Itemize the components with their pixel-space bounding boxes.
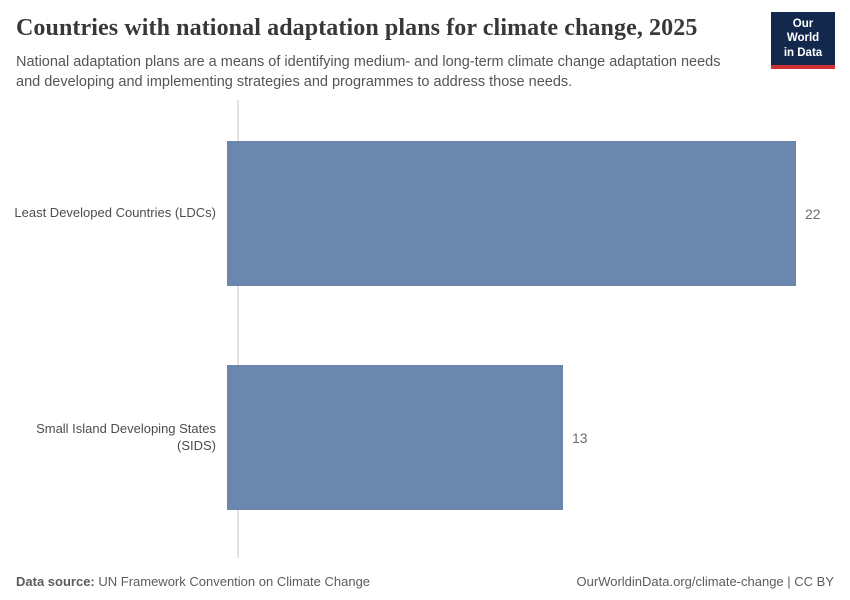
bar-sids[interactable] <box>227 365 563 510</box>
owid-logo-line1: Our World <box>786 18 820 45</box>
chart-header: Countries with national adaptation plans… <box>16 14 760 92</box>
data-source-note: Data source: UN Framework Convention on … <box>16 574 370 589</box>
bar-ldcs[interactable] <box>227 141 796 286</box>
value-label-sids: 13 <box>572 429 588 446</box>
data-source-text: UN Framework Convention on Climate Chang… <box>94 574 371 589</box>
owid-logo: Our World in Data <box>771 12 835 70</box>
y-axis-line <box>237 100 239 558</box>
chart-footer: Data source: UN Framework Convention on … <box>16 574 834 589</box>
bar-row-ldcs: Least Developed Countries (LDCs) 22 <box>0 141 850 286</box>
chart-subtitle: National adaptation plans are a means of… <box>16 53 721 90</box>
bar-row-sids: Small Island Developing States (SIDS) 13 <box>0 365 850 510</box>
value-label-ldcs: 22 <box>805 205 821 222</box>
credit-link[interactable]: OurWorldinData.org/climate-change | CC B… <box>576 574 834 589</box>
bar-chart-plot-area: Least Developed Countries (LDCs) 22 Smal… <box>0 100 850 558</box>
chart-title: Countries with national adaptation plans… <box>16 15 698 41</box>
owid-logo-line2: in Data <box>783 46 823 59</box>
data-source-label: Data source: <box>16 574 95 589</box>
entity-label-sids: Small Island Developing States (SIDS) <box>36 420 216 453</box>
entity-label-ldcs: Least Developed Countries (LDCs) <box>14 205 216 221</box>
